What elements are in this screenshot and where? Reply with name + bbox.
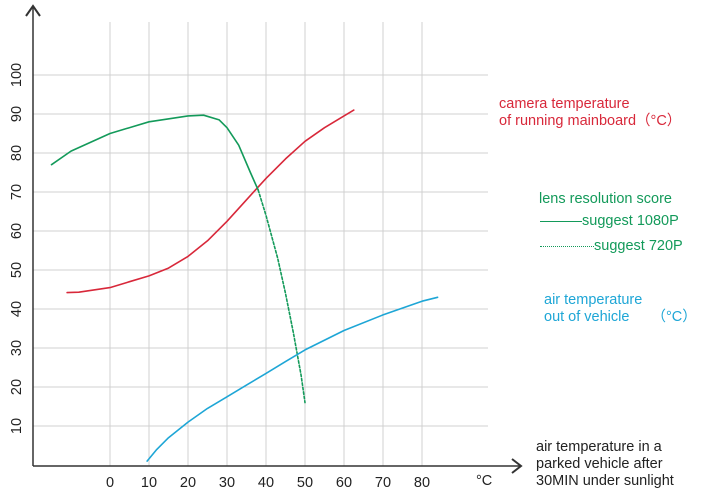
x-axis-unit: °C bbox=[476, 473, 493, 489]
y-tick-label: 80 bbox=[9, 145, 25, 161]
x-tick-label: 0 bbox=[106, 475, 114, 491]
legend-camera-temp-line1: camera temperature bbox=[499, 96, 630, 112]
x-axis-label-line1: air temperature in a bbox=[536, 439, 662, 455]
y-tick-label: 90 bbox=[9, 106, 25, 122]
legend-1080p-swatch bbox=[540, 220, 582, 222]
x-tick-label: 70 bbox=[375, 475, 391, 491]
y-tick-label: 10 bbox=[9, 418, 25, 434]
y-tick-label: 100 bbox=[9, 63, 25, 87]
x-axis-arrow-icon bbox=[511, 458, 523, 474]
legend-1080p-label: suggest 1080P bbox=[582, 213, 679, 229]
x-axis-label-line3: 30MIN under sunlight bbox=[536, 473, 674, 489]
legend-1080p: suggest 1080P bbox=[540, 213, 679, 230]
x-axis-label: air temperature in a parked vehicle afte… bbox=[536, 439, 674, 490]
y-tick-label: 60 bbox=[9, 223, 25, 239]
x-tick-label: 50 bbox=[297, 475, 313, 491]
legend-720p-label: suggest 720P bbox=[594, 238, 683, 254]
x-tick-label: 20 bbox=[180, 475, 196, 491]
series-line-0 bbox=[66, 109, 355, 294]
legend-camera-temp-line2: of running mainboard（°C） bbox=[499, 113, 682, 129]
x-tick-label: 30 bbox=[219, 475, 235, 491]
legend-720p-swatch bbox=[540, 245, 594, 247]
y-tick-label: 40 bbox=[9, 301, 25, 317]
legend-720p: suggest 720P bbox=[540, 238, 683, 255]
legend-camera-temp: camera temperature of running mainboard（… bbox=[499, 96, 681, 130]
x-tick-label: 80 bbox=[414, 475, 430, 491]
series-line-1 bbox=[50, 114, 260, 191]
legend-air-temp-unit: （°C） bbox=[651, 309, 697, 325]
y-tick-label: 20 bbox=[9, 379, 25, 395]
legend-lens-title: lens resolution score bbox=[539, 191, 672, 207]
y-axis-arrow-icon bbox=[25, 4, 41, 17]
x-tick-label: 60 bbox=[336, 475, 352, 491]
legend-air-temp-line1: air temperature bbox=[544, 292, 643, 308]
x-tick-label: 40 bbox=[258, 475, 274, 491]
y-tick-label: 30 bbox=[9, 340, 25, 356]
series-line-2 bbox=[257, 189, 306, 404]
y-tick-label: 50 bbox=[9, 262, 25, 278]
legend-air-temp-line2: out of vehicle （°C） bbox=[544, 309, 697, 325]
x-axis-label-line2: parked vehicle after bbox=[536, 456, 663, 472]
y-tick-label: 70 bbox=[9, 184, 25, 200]
x-tick-label: 10 bbox=[141, 475, 157, 491]
legend-air-temp: air temperature out of vehicle （°C） bbox=[544, 292, 697, 326]
series-line-3 bbox=[146, 296, 439, 462]
